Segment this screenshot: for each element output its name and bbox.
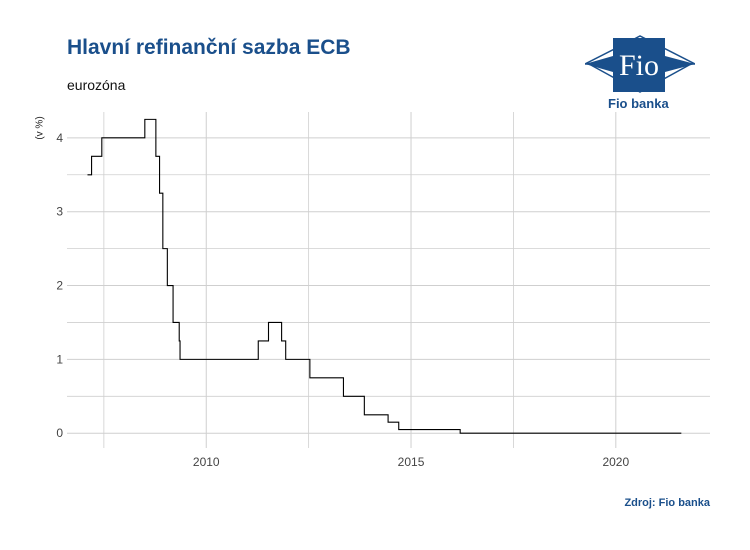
- chart-ticks: 2010 2015 2020 0 1 2 3 4: [56, 131, 629, 469]
- y-tick-label: 2: [56, 279, 63, 293]
- y-tick-label: 1: [56, 352, 63, 366]
- chart-title: Hlavní refinanční sazba ECB: [67, 36, 351, 59]
- y-tick-label: 0: [56, 426, 63, 440]
- fio-logo-icon: Fio: [585, 35, 695, 93]
- logo-name: Fio banka: [608, 96, 669, 111]
- series-line-0: [87, 118, 682, 434]
- chart-subtitle: eurozóna: [67, 77, 126, 93]
- logo-glyph-text: Fio: [619, 49, 659, 82]
- y-tick-label: 3: [56, 205, 63, 219]
- chart-grid: [67, 112, 710, 448]
- y-tick-label: 4: [56, 131, 63, 145]
- x-tick-label: 2020: [602, 455, 629, 469]
- x-tick-label: 2010: [193, 455, 220, 469]
- source-note: Zdroj: Fio banka: [624, 497, 710, 509]
- x-tick-label: 2015: [398, 455, 425, 469]
- chart-series: [87, 118, 682, 434]
